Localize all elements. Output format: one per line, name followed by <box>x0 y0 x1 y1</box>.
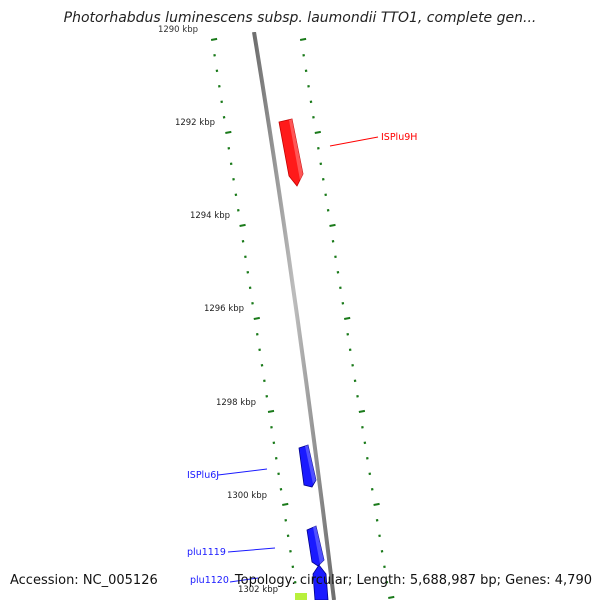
gc-left-tick <box>282 502 289 506</box>
feature-plu1119-leader <box>227 547 276 553</box>
feature-plu1120-leader <box>229 577 259 583</box>
feature-partial-green <box>295 593 307 600</box>
feature-isplu9h[interactable]: ISPlu9H <box>278 118 417 187</box>
genome-title: Photorhabdus luminescens subsp. laumondi… <box>63 10 537 26</box>
axis-label-1292: 1292 kbp <box>175 118 215 128</box>
feature-plu1119-highlight <box>313 526 324 564</box>
axis-label-1302: 1302 kbp <box>238 585 278 595</box>
gc-right-tick <box>373 502 380 506</box>
gc-left-tick <box>210 37 218 41</box>
feature-isplu9h-leader <box>329 136 379 147</box>
feature-plu1120-arrow[interactable] <box>312 564 329 600</box>
feature-plu1119-label[interactable]: plu1119 <box>187 547 226 558</box>
gc-content-track-left <box>210 37 303 599</box>
axis-label-1300: 1300 kbp <box>227 491 267 501</box>
gc-left-tick <box>225 130 232 134</box>
gc-left-tick <box>253 316 260 320</box>
axis-label-1298: 1298 kbp <box>216 398 256 408</box>
genome-backbone <box>252 31 336 600</box>
gc-right-tick <box>329 223 336 227</box>
gc-right-tick <box>314 130 321 134</box>
feature-plu1120[interactable]: plu1120 <box>190 564 329 600</box>
gc-right-tick <box>388 595 395 599</box>
gc-content-track-right <box>299 37 395 599</box>
feature-isplu9h-label[interactable]: ISPlu9H <box>381 132 417 143</box>
gc-right-tick <box>358 409 366 413</box>
axis-label-1294: 1294 kbp <box>190 211 230 221</box>
feature-plu1119[interactable]: plu1119 <box>187 525 325 567</box>
axis-label-1290: 1290 kbp <box>158 25 198 35</box>
gc-left-tick <box>239 223 246 227</box>
top-fade-mask <box>140 0 320 32</box>
feature-isplu6j-highlight <box>305 445 316 484</box>
accession-text: Accession: NC_005126 <box>10 573 158 588</box>
genome-summary-text: Topology: circular; Length: 5,688,987 bp… <box>234 573 592 588</box>
axis-label-1296: 1296 kbp <box>204 304 244 314</box>
feature-isplu6j[interactable]: ISPlu6J <box>187 444 317 488</box>
feature-isplu6j-leader <box>217 468 268 476</box>
feature-plu1120-label[interactable]: plu1120 <box>190 575 229 586</box>
gc-left-tick <box>267 409 275 413</box>
feature-isplu9h-highlight <box>289 119 303 180</box>
gc-right-tick <box>299 37 307 41</box>
gc-right-tick <box>344 316 351 320</box>
feature-isplu6j-label[interactable]: ISPlu6J <box>187 470 219 481</box>
